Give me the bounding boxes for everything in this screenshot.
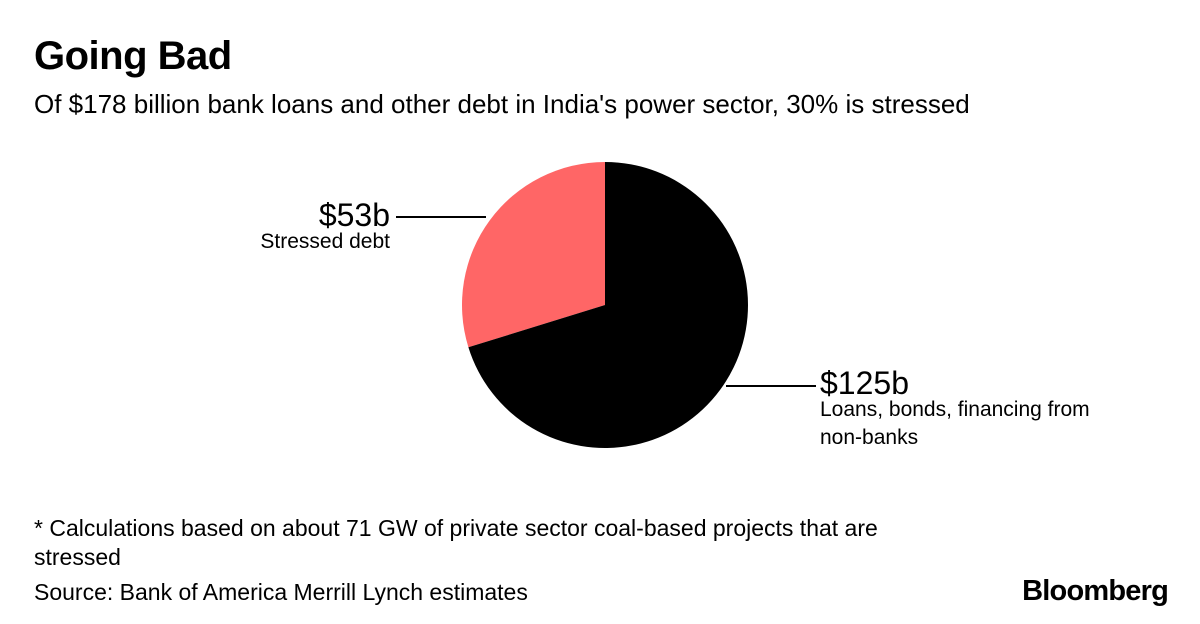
other-debt-label-line: non-banks xyxy=(820,426,918,449)
other-debt-value: $125b xyxy=(820,365,909,401)
stressed-debt-label: Stressed debt xyxy=(260,230,390,253)
source-note: Source: Bank of America Merrill Lynch es… xyxy=(34,579,528,605)
other-debt-label-line: Loans, bonds, financing from xyxy=(820,398,1090,421)
chart-subtitle: Of $178 billion bank loans and other deb… xyxy=(34,89,970,119)
stressed-debt-value: $53b xyxy=(319,197,390,233)
chart-title: Going Bad xyxy=(34,34,232,78)
other-debt-label: Loans, bonds, financing from non-banks xyxy=(820,398,1090,449)
pie-slice-other-debt xyxy=(468,162,748,449)
bloomberg-logo: Bloomberg xyxy=(1022,575,1169,607)
pie-slice-stressed-debt xyxy=(461,162,605,348)
footnote: * Calculations based on about 71 GW of p… xyxy=(34,515,878,570)
